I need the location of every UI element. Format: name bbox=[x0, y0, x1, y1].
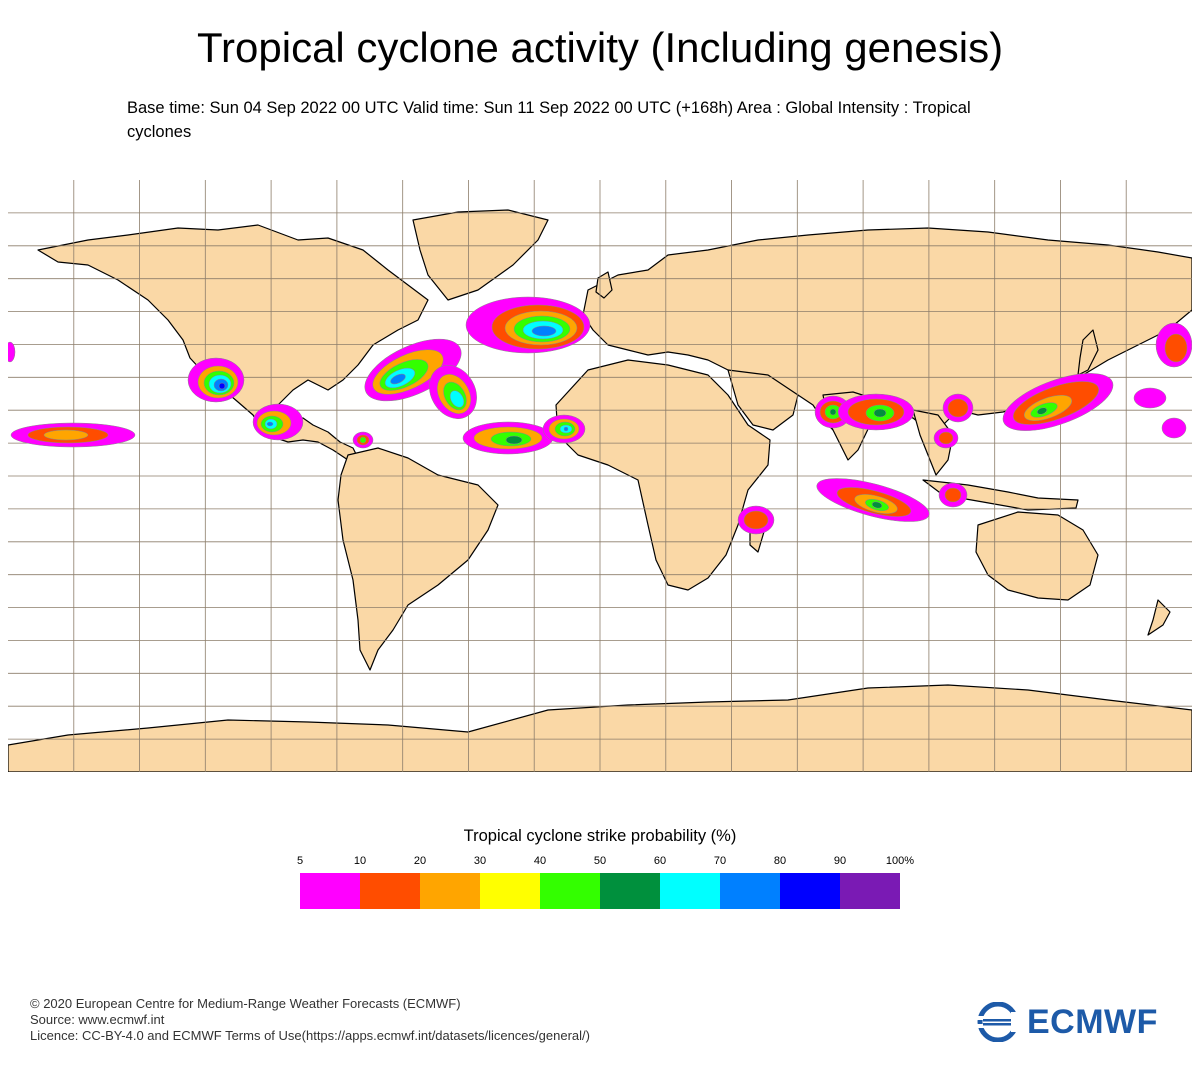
legend-tick: 30 bbox=[473, 855, 487, 867]
legend-swatch-40-50 bbox=[540, 873, 600, 909]
cyclone-area-central-pacific bbox=[10, 422, 136, 448]
legend-tick: 60 bbox=[653, 855, 667, 867]
cyclone-area-madagascar bbox=[737, 505, 775, 535]
legend-tick: 10 bbox=[353, 855, 367, 867]
page-subtitle: Base time: Sun 04 Sep 2022 00 UTC Valid … bbox=[127, 99, 971, 141]
landmass-greenland bbox=[412, 209, 549, 301]
cyclone-area-edge-west bbox=[8, 341, 16, 363]
legend-tick: 50 bbox=[593, 855, 607, 867]
legend-colorbar bbox=[300, 873, 900, 909]
cyclone-area-nw-pacific bbox=[1002, 373, 1114, 431]
legend-swatch-50-60 bbox=[600, 873, 660, 909]
legend-swatch-60-70 bbox=[660, 873, 720, 909]
world-map bbox=[8, 180, 1192, 772]
footer-source: Source: www.ecmwf.int bbox=[30, 1012, 165, 1027]
cyclone-area-north-pacific bbox=[1133, 322, 1192, 439]
legend-ticks: 5 10 20 30 40 50 60 70 80 90 100% bbox=[296, 855, 914, 869]
ecmwf-emblem-icon bbox=[975, 1002, 1021, 1042]
legend-swatch-20-30 bbox=[420, 873, 480, 909]
cyclone-area-java bbox=[938, 482, 968, 508]
legend-tick: 90 bbox=[833, 855, 847, 867]
cyclone-probability-areas bbox=[8, 296, 1192, 535]
cyclone-area-mexico-pacific bbox=[252, 403, 304, 441]
legend-tick: 20 bbox=[413, 855, 427, 867]
footer: © 2020 European Centre for Medium-Range … bbox=[30, 996, 590, 1044]
landmass-australia bbox=[975, 511, 1099, 601]
legend-title: Tropical cyclone strike probability (%) bbox=[463, 827, 737, 845]
legend-swatch-70-80 bbox=[720, 873, 780, 909]
legend-tick: 5 bbox=[296, 855, 304, 867]
landmass-japan bbox=[1077, 329, 1099, 376]
landmass-arabia bbox=[727, 369, 799, 431]
footer-licence: Licence: CC-BY-4.0 and ECMWF Terms of Us… bbox=[30, 1028, 590, 1043]
cyclone-area-mid-atlantic bbox=[462, 421, 554, 455]
landmass-africa bbox=[555, 359, 771, 591]
legend-swatch-80-90 bbox=[780, 873, 840, 909]
legend-swatch-30-40 bbox=[480, 873, 540, 909]
cyclone-area-baja bbox=[187, 357, 245, 403]
ecmwf-logo: ECMWF bbox=[975, 1002, 1158, 1042]
cyclone-area-west-africa bbox=[542, 414, 586, 444]
cyclone-area-central-atlantic bbox=[429, 365, 477, 419]
footer-copyright: © 2020 European Centre for Medium-Range … bbox=[30, 996, 461, 1011]
legend-tick: 80 bbox=[773, 855, 787, 867]
landmass-south-america bbox=[337, 447, 499, 671]
page-title: Tropical cyclone activity (Including gen… bbox=[196, 24, 1004, 71]
cyclone-area-south-indian bbox=[816, 478, 930, 522]
legend-tick: 70 bbox=[713, 855, 727, 867]
landmass-indochina bbox=[912, 409, 954, 476]
legend-swatch-5-10 bbox=[300, 873, 360, 909]
legend-tick: 100% bbox=[885, 855, 915, 867]
cyclone-area-north-atlantic bbox=[465, 296, 591, 354]
cyclone-area-bay-of-bengal bbox=[837, 393, 915, 431]
ecmwf-logo-text: ECMWF bbox=[1027, 1002, 1158, 1041]
cyclone-area-south-china-sea bbox=[933, 393, 974, 449]
cyclone-area-west-atlantic bbox=[364, 338, 462, 402]
landmass-new-zealand bbox=[1147, 599, 1171, 636]
legend-swatch-90-100 bbox=[840, 873, 900, 909]
legend-swatch-10-20 bbox=[360, 873, 420, 909]
legend-tick: 40 bbox=[533, 855, 547, 867]
cyclone-area-caribbean bbox=[352, 431, 374, 449]
landmass-north-america bbox=[37, 224, 429, 431]
